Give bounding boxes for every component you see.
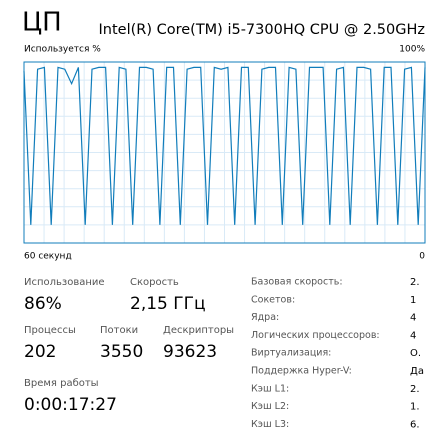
detail-label: Кэш L1: [251, 383, 289, 394]
stat-label: Скорость [130, 277, 179, 288]
stat-label: Время работы [24, 378, 99, 389]
detail-value: Да [410, 366, 424, 377]
stat-value: 0:00:17:27 [24, 395, 117, 415]
detail-label: Сокетов: [251, 294, 295, 305]
stat-value: 3550 [100, 342, 143, 362]
panel-title: ЦП [22, 8, 62, 38]
detail-value: 4 [410, 313, 416, 324]
detail-label: Базовая скорость: [251, 277, 343, 288]
detail-value: 1. [410, 402, 420, 413]
detail-value: 2. [410, 384, 420, 395]
y-label: Используется % [24, 45, 101, 55]
x-label-right: 0 [419, 252, 425, 262]
detail-label: Поддержка Hyper-V: [251, 366, 352, 377]
detail-value: 6. [410, 419, 420, 430]
stat-label: Процессы [24, 325, 76, 336]
stat-value: 202 [24, 342, 56, 362]
cpu-line [23, 66, 426, 225]
detail-label: Кэш L3: [251, 419, 289, 430]
stats: Использование 86% Скорость 2,15 ГГц Процессы… [24, 277, 234, 415]
stat-label: Использование [24, 277, 105, 288]
cpu-name: Intel(R) Core(TM) i5-7300HQ CPU @ 2.50GH… [99, 22, 426, 38]
detail-value: О. [410, 348, 421, 359]
details: Базовая скорость: 2. Сокетов: 1 Ядра: 4 Логиче… [251, 277, 424, 431]
stat-value: 86% [24, 294, 62, 314]
stat-value: 2,15 ГГц [130, 294, 206, 314]
detail-label: Кэш L2: [251, 401, 289, 412]
plot [23, 61, 426, 244]
detail-label: Логических процессоров: [251, 330, 380, 341]
plot-frame [23, 61, 426, 244]
x-label-left: 60 секунд [24, 252, 72, 262]
detail-value: 4 [410, 330, 416, 341]
detail-value: 2. [410, 277, 420, 288]
stat-value: 93623 [163, 342, 217, 362]
detail-value: 1 [410, 295, 416, 306]
stat-label: Потоки [100, 325, 138, 336]
detail-label: Ядра: [251, 312, 279, 323]
stat-label: Дескрипторы [163, 325, 234, 336]
detail-label: Виртуализация: [251, 348, 331, 359]
y-max-label: 100% [399, 45, 425, 55]
